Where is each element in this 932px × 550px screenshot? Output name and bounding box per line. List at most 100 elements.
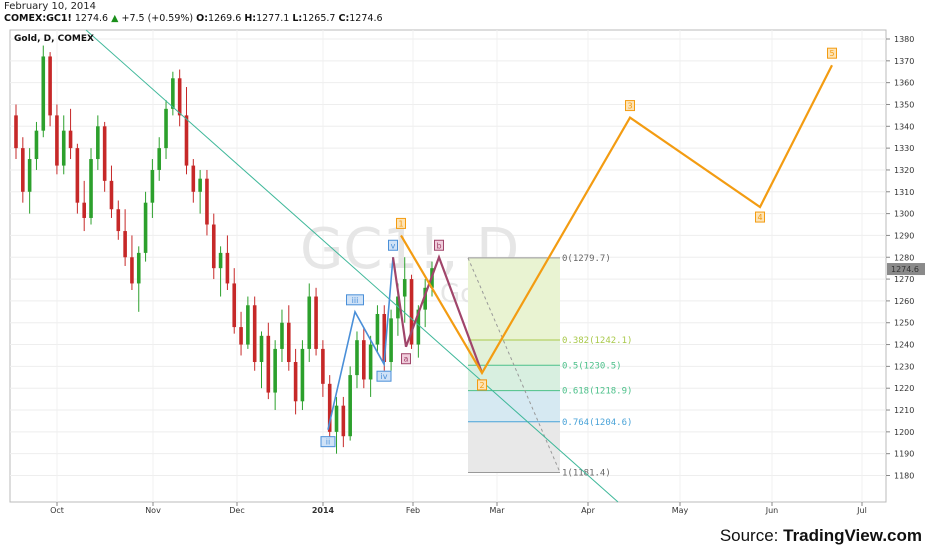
candle-body: [382, 313, 387, 363]
candle-body: [150, 169, 155, 203]
candle-body: [334, 405, 339, 432]
elliott-waves[interactable]: iiiiiivvabc12345: [320, 47, 837, 448]
wave-label: a: [404, 355, 409, 364]
y-tick-label: 1360: [894, 79, 914, 88]
candle-body: [416, 309, 421, 345]
candle-body: [48, 56, 52, 116]
candle-body: [423, 287, 427, 310]
fib-zone: [468, 339, 560, 366]
candle-body: [246, 305, 250, 345]
source-prefix: Source:: [719, 526, 784, 545]
trendline[interactable]: [85, 29, 619, 503]
wave-label-box: [434, 239, 444, 251]
candle-body: [184, 115, 189, 166]
candle-body: [307, 296, 312, 349]
y-tick-label: 1310: [894, 188, 914, 197]
candle-body: [286, 322, 291, 363]
candle-body: [41, 56, 46, 131]
fib-zone: [468, 257, 560, 340]
x-tick-label: Dec: [229, 506, 244, 515]
candle-body: [89, 159, 93, 218]
candle-body: [300, 348, 305, 402]
last-price-tag: [887, 263, 925, 276]
y-tick-label: 1200: [894, 428, 914, 437]
candle-body: [109, 180, 114, 210]
y-tick-label: 1380: [894, 35, 914, 44]
candle-body: [198, 178, 202, 192]
y-tick-label: 1330: [894, 144, 914, 153]
fibonacci-retracement[interactable]: 0(1279.7) 0.382(1242.1) 0.5(1230.5) 0.618(1…: [467, 254, 632, 479]
x-tick-label: Jul: [856, 506, 867, 515]
y-tick-label: 1320: [894, 166, 914, 175]
candle-body: [321, 348, 325, 384]
candle-body: [157, 148, 162, 170]
wave-label-box: [346, 294, 364, 306]
wave-path-impulse[interactable]: [327, 257, 394, 430]
y-tick-label: 1270: [894, 275, 914, 284]
y-tick-label: 1280: [894, 253, 914, 262]
fib-level-label: 0.618(1218.9): [562, 387, 632, 397]
candle-body: [177, 78, 182, 116]
wave-label-box: [388, 239, 398, 251]
low-value: 1265.7: [302, 13, 336, 24]
y-tick-label: 1250: [894, 319, 914, 328]
wave-label-box: [625, 100, 635, 112]
source-credit: Source: TradingView.com: [720, 526, 922, 546]
chart-date: February 10, 2014: [4, 1, 97, 12]
fib-zone: [468, 421, 560, 473]
y-tick-label: 1370: [894, 57, 914, 66]
chart-symbol-label: Gold, D, COMEX: [14, 34, 94, 44]
fib-level-label: 0.764(1204.6): [562, 418, 632, 428]
candle-body: [362, 340, 366, 380]
candle-body: [402, 279, 407, 297]
low-label: L:: [292, 13, 303, 24]
candle-body: [389, 318, 393, 363]
y-tick-label: 1350: [894, 100, 914, 109]
candle-body: [348, 375, 352, 437]
y-tick-label: 1340: [894, 122, 914, 131]
candle-body: [314, 296, 318, 349]
symbol-label[interactable]: COMEX:GC1!: [4, 13, 72, 24]
candle-body: [266, 335, 271, 393]
candle-body: [327, 383, 332, 432]
wave-label: 4: [757, 213, 762, 222]
candle-body: [355, 340, 359, 376]
candle-body: [75, 148, 80, 203]
wave-path-correction[interactable]: [391, 254, 484, 374]
wave-label: iii: [352, 296, 359, 305]
candle-body: [130, 257, 134, 284]
y-tick-label: 1240: [894, 341, 914, 350]
candle-body: [116, 209, 121, 232]
candle-body: [164, 108, 168, 149]
candle-body: [293, 362, 298, 402]
candle-body: [280, 322, 284, 349]
candle-body: [96, 126, 100, 160]
wave-label: b: [436, 241, 441, 250]
candle-body: [273, 348, 277, 393]
x-tick-label: 2014: [312, 506, 335, 515]
wave-label: ii: [326, 438, 330, 447]
x-tick-label: Jun: [765, 506, 779, 515]
y-tick-label: 1290: [894, 231, 914, 240]
candle-body: [252, 305, 257, 363]
candle-body: [27, 159, 32, 192]
last-price-tag-label: 1274.6: [891, 265, 919, 274]
descending-trendline: [85, 29, 619, 503]
close-label: C:: [338, 13, 350, 24]
candle-body: [14, 115, 18, 149]
x-tick-label: Mar: [489, 506, 505, 515]
quote-line: COMEX:GC1! 1274.6 ▲ +7.5 (+0.59%) O:1269…: [4, 13, 383, 24]
candle-body: [396, 296, 400, 319]
candle-body: [123, 231, 127, 258]
plot-frame: [9, 29, 887, 503]
high-label: H:: [244, 13, 257, 24]
candle-body: [34, 130, 39, 160]
candle-body: [211, 224, 216, 269]
last-price: 1274.6: [74, 13, 109, 24]
candle-body: [68, 130, 73, 149]
candle-body: [239, 327, 243, 345]
candle-body: [341, 405, 346, 437]
candle-body: [82, 202, 86, 218]
wave-path-projection[interactable]: [400, 64, 833, 376]
